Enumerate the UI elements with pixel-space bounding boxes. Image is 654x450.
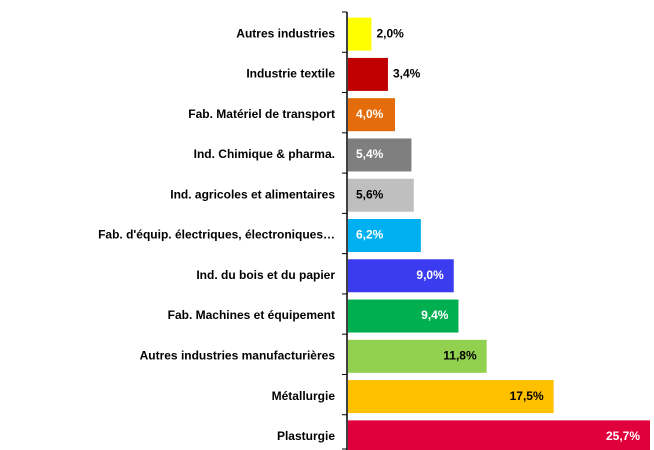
category-label: Autres industries [236, 26, 335, 40]
category-label: Ind. du bois et du papier [196, 268, 335, 282]
bar [348, 17, 372, 51]
bar [348, 380, 554, 414]
value-label: 6,2% [356, 228, 384, 242]
bar [348, 219, 421, 252]
value-label: 17,5% [510, 389, 544, 403]
value-label: 2,0% [377, 26, 405, 40]
category-label: Métallurgie [272, 389, 336, 403]
value-label: 5,4% [356, 147, 384, 161]
bar [348, 339, 487, 373]
bar [348, 98, 396, 132]
bar [348, 178, 414, 212]
category-label: Plasturgie [277, 429, 335, 443]
value-label: 5,6% [356, 187, 384, 201]
bar [348, 138, 412, 172]
value-label: 25,7% [606, 429, 640, 443]
bar [348, 420, 650, 450]
value-label: 11,8% [443, 348, 477, 362]
category-label: Fab. d'équip. électriques, électroniques… [98, 228, 335, 242]
category-label: Ind. Chimique & pharma. [194, 147, 335, 161]
bar [348, 299, 459, 333]
category-label: Fab. Matériel de transport [188, 107, 335, 121]
value-label: 4,0% [356, 107, 384, 121]
value-label: 3,4% [393, 67, 421, 81]
bar [348, 57, 388, 91]
value-label: 9,0% [416, 268, 444, 282]
value-label: 9,4% [421, 308, 449, 322]
category-label: Ind. agricoles et alimentaires [170, 187, 335, 201]
category-label: Industrie textile [246, 67, 335, 81]
bar [348, 259, 454, 293]
category-label: Fab. Machines et équipement [168, 308, 335, 322]
category-label: Autres industries manufacturières [140, 348, 336, 362]
